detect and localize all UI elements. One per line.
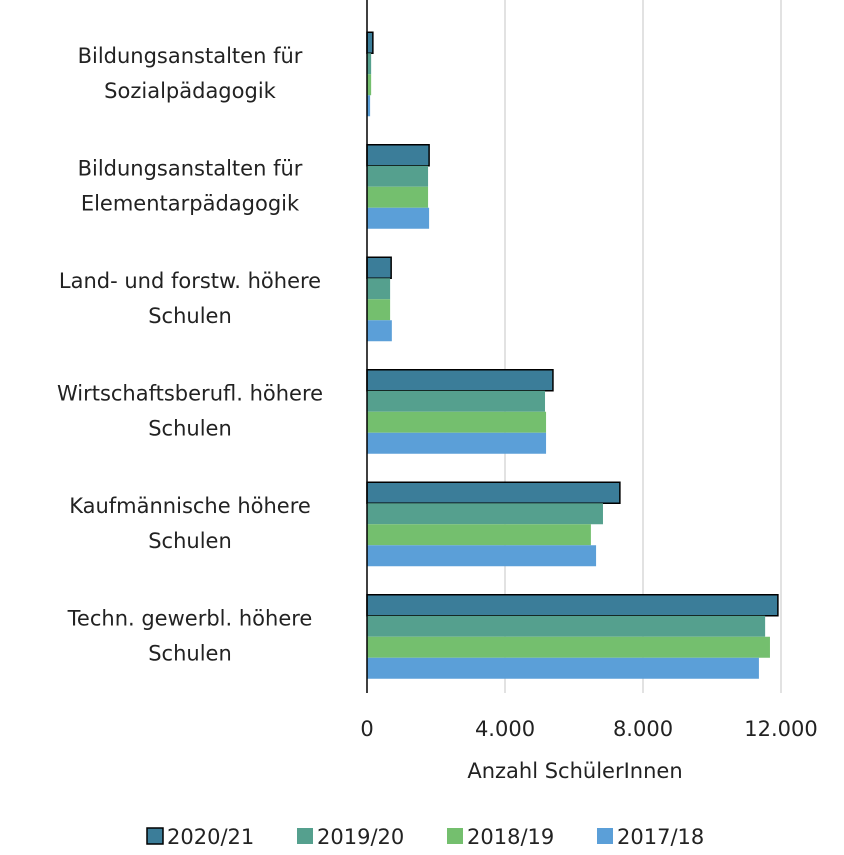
legend-label: 2020/21: [167, 825, 254, 849]
bar: [367, 74, 372, 96]
y-tick-label: Land- und forstw. höhere: [59, 269, 321, 293]
x-tick-label: 4.000: [475, 717, 535, 741]
legend-swatch: [597, 828, 613, 844]
bar: [367, 95, 371, 117]
bar: [367, 524, 591, 546]
bar: [367, 186, 429, 208]
x-tick-label: 0: [360, 717, 373, 741]
bar: [366, 369, 554, 392]
legend-label: 2017/18: [617, 825, 704, 849]
legend-label: 2018/19: [467, 825, 554, 849]
y-tick-label: Sozialpädagogik: [104, 79, 276, 103]
y-tick-label: Kaufmännische höhere: [69, 494, 311, 518]
y-tick-label: Bildungsanstalten für: [78, 44, 303, 68]
bar: [367, 432, 547, 454]
bar: [366, 31, 374, 54]
bar: [367, 165, 429, 187]
legend-label: 2019/20: [317, 825, 404, 849]
bar: [366, 481, 621, 504]
x-tick-label: 12.000: [744, 717, 817, 741]
y-tick-label: Bildungsanstalten für: [78, 156, 303, 180]
y-tick-label: Elementarpädagogik: [81, 191, 300, 215]
legend-swatch: [447, 828, 463, 844]
y-tick-label: Wirtschaftsberufl. höhere: [57, 381, 323, 405]
y-tick-label: Schulen: [148, 529, 232, 553]
bar: [367, 636, 770, 658]
bar: [367, 615, 766, 637]
y-tick-label: Schulen: [148, 416, 232, 440]
bar: [367, 53, 372, 75]
bar: [366, 594, 779, 617]
bar: [367, 278, 391, 300]
legend-swatch: [297, 828, 313, 844]
bar: [367, 657, 759, 679]
legend-swatch: [146, 827, 164, 845]
bar: [367, 299, 391, 321]
y-tick-label: Techn. gewerbl. höhere: [67, 606, 313, 630]
y-tick-label: Schulen: [148, 304, 232, 328]
x-tick-label: 8.000: [613, 717, 673, 741]
bar: [366, 256, 392, 279]
y-tick-label: Schulen: [148, 641, 232, 665]
bar: [367, 411, 547, 433]
bar: [367, 503, 603, 525]
bar: [367, 390, 546, 412]
x-axis-title: Anzahl SchülerInnen: [467, 759, 682, 783]
bar: [367, 207, 430, 229]
bar: [367, 545, 597, 567]
bar: [367, 320, 392, 342]
bar: [366, 144, 430, 167]
